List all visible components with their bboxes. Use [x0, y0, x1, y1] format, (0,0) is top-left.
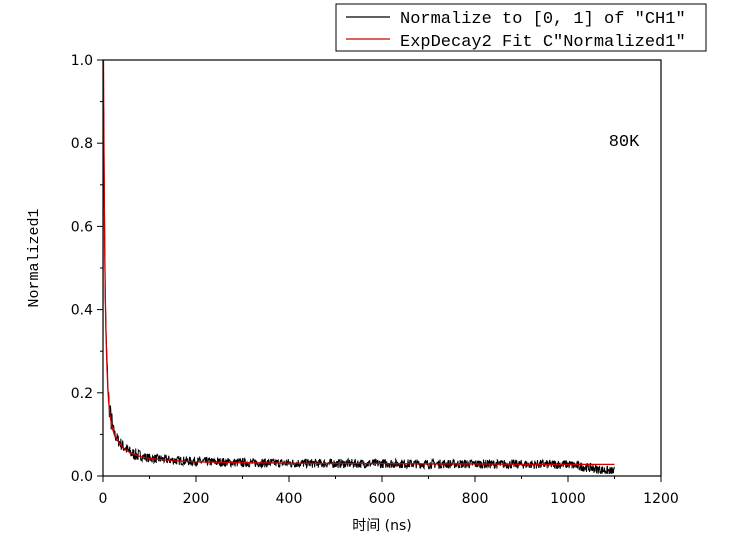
y-tick-label: 0.8 — [71, 136, 93, 152]
y-axis-label: Normalized1 — [26, 208, 43, 307]
legend: Normalize to [0, 1] of "CH1" ExpDecay2 F… — [335, 3, 707, 52]
x-tick-label: 200 — [183, 491, 210, 507]
x-tick-label: 1200 — [643, 491, 679, 507]
x-tick-label: 800 — [462, 491, 489, 507]
y-tick-label: 0.4 — [71, 303, 93, 319]
x-tick-label: 600 — [369, 491, 396, 507]
ticks-layer: 0 200 400 600 800 1000 1200 0.0 0.2 0.4 0.6 0.8 1.0 — [71, 53, 679, 507]
y-tick-label: 1.0 — [71, 53, 93, 69]
y-tick-label: 0.6 — [71, 219, 93, 235]
series-line-fit — [102, 59, 615, 465]
annotation-80k: 80K — [609, 133, 640, 152]
legend-box — [335, 3, 707, 52]
x-tick-label: 0 — [99, 491, 108, 507]
series-line-ch1 — [102, 107, 615, 475]
x-axis-label: 时间 (ns) — [352, 518, 412, 534]
x-tick-label: 400 — [276, 491, 303, 507]
y-tick-label: 0.2 — [71, 386, 93, 402]
legend-label-ch1: Normalize to [0, 1] of "CH1" — [400, 10, 686, 29]
y-tick-label: 0.0 — [71, 469, 93, 485]
series-layer — [102, 59, 615, 475]
x-tick-label: 1000 — [550, 491, 586, 507]
legend-label-fit: ExpDecay2 Fit C"Normalized1" — [400, 33, 686, 52]
